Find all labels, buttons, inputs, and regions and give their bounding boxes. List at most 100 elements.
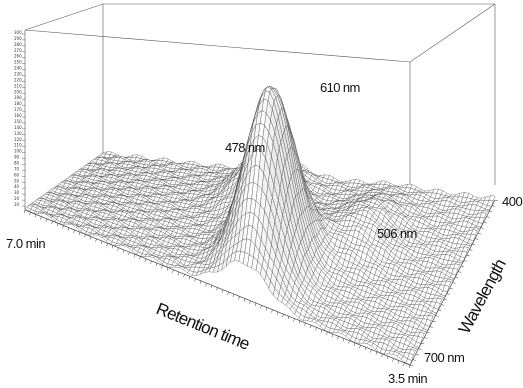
x-axis-title: Retention time [154,299,253,354]
x-tick-mark [51,221,53,225]
z-tick-label: 80 [14,161,20,166]
x-tick-mark [73,229,75,233]
x-tick-mark [370,349,372,353]
x-tick-mark [29,212,31,216]
z-tick-label: 290 [14,36,22,41]
x-tick-mark [172,269,174,273]
z-tick-label: 10 [14,202,20,207]
y-tick-mark [494,199,499,202]
box-top-back-edge [24,3,495,31]
y-tick-mark [486,216,490,218]
z-tick-label: 70 [14,166,20,171]
x-tick-mark [375,351,378,355]
x-tick-mark [133,254,136,258]
y-tick-mark [432,320,436,323]
x-tick-mark [34,214,37,218]
z-tick-label: 150 [14,119,22,124]
x-tick-mark [342,338,345,342]
x-tick-mark [122,249,125,253]
y-tick-mark [418,348,422,350]
surface-mesh [24,86,496,365]
z-axis-ticks: 3002902802702602502402302202102001901801… [14,30,25,207]
y-tick-mark [452,282,456,284]
y-tick-mark [469,249,473,251]
y-tick-mark [443,298,448,301]
x-tick-mark [144,258,147,262]
z-tick-label: 130 [14,131,22,136]
x-tick-mark [67,227,70,231]
y-tick-mark [449,287,453,290]
x-tick-mark [117,247,119,251]
peak-label-506: 506 nm [377,226,417,241]
box-top-front-edge [24,3,496,63]
z-tick-label: 100 [14,149,22,154]
x-tick-mark [161,265,163,269]
y-tick-mark [475,238,479,240]
z-tick-label: 140 [14,125,22,130]
x-tick-mark [128,252,130,256]
x-tick-mark [337,336,339,340]
x-tick-mark [177,271,180,276]
y-range-end-label: 700 nm [424,350,464,365]
y-tick-mark [460,265,465,268]
y-tick-mark [489,210,493,213]
x-tick-mark [95,238,97,242]
z-tick-label: 90 [14,155,20,160]
y-range-start-label: 400 [502,194,522,209]
x-range-start-label: 7.0 min [6,236,45,251]
x-tick-mark [386,356,389,360]
x-tick-mark [62,225,64,229]
z-tick-label: 250 [14,60,22,65]
y-axis-title: Wavelength [455,256,510,337]
x-tick-mark [364,347,367,351]
x-tick-mark [210,285,213,289]
x-tick-mark [326,331,328,335]
x-tick-mark [227,291,229,295]
x-tick-mark [304,322,306,326]
z-tick-label: 240 [14,66,22,71]
y-tick-mark [472,243,476,246]
x-tick-mark [403,362,405,366]
x-tick-mark [106,243,108,247]
x-tick-mark [254,302,257,307]
y-tick-mark [438,309,442,312]
x-tick-mark [287,316,290,320]
z-tick-label: 40 [14,184,20,189]
x-tick-mark [282,314,284,318]
z-tick-label: 300 [14,30,22,35]
x-tick-mark [320,329,323,333]
z-tick-label: 280 [14,42,22,47]
y-tick-mark [458,271,462,273]
x-tick-mark [348,340,350,344]
x-tick-mark [111,245,114,249]
z-tick-label: 120 [14,137,22,142]
y-tick-mark [480,227,484,229]
x-tick-mark [397,360,400,364]
x-tick-mark [221,289,224,293]
y-tick-mark [492,205,496,207]
x-tick-mark [56,223,59,227]
x-tick-mark [139,256,141,260]
y-tick-mark [415,353,419,356]
z-tick-label: 170 [14,107,22,112]
y-tick-mark [446,293,450,295]
x-tick-mark [188,276,191,280]
z-tick-label: 210 [14,83,22,88]
x-tick-mark [392,358,394,362]
y-tick-mark [429,326,433,328]
x-tick-mark [276,311,279,315]
x-tick-mark [205,283,207,287]
z-tick-label: 30 [14,190,20,195]
z-tick-label: 110 [14,143,22,148]
y-tick-mark [463,260,467,262]
x-range-end-label: 3.5 min [388,371,427,386]
x-tick-mark [100,240,103,245]
z-tick-label: 180 [14,101,22,106]
z-tick-label: 270 [14,48,22,53]
x-tick-mark [243,298,246,302]
x-tick-mark [199,280,202,284]
y-tick-mark [409,364,414,367]
x-tick-mark [353,342,356,346]
